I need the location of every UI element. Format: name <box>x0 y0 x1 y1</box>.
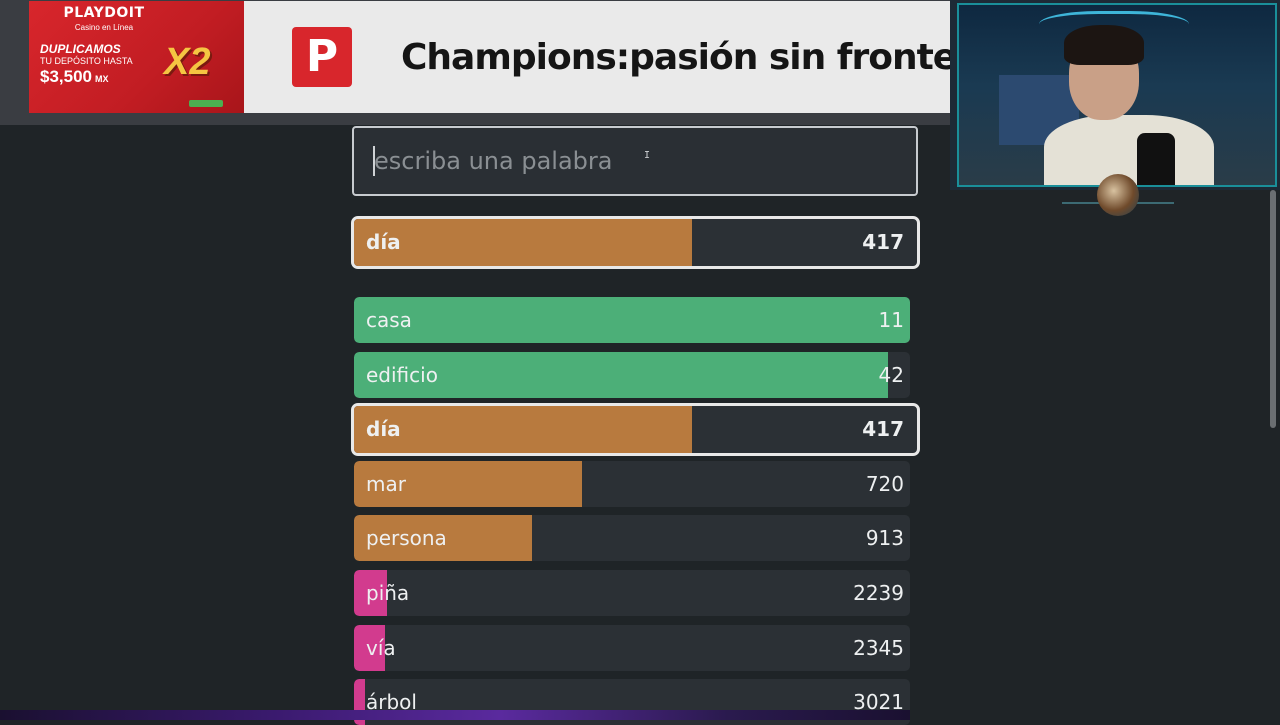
ad-banner-inner: PLAYDOIT Casino en Línea DUPLICAMOS TU D… <box>29 1 1018 113</box>
current-guess-proximity-bar <box>354 219 692 266</box>
ad-promo-line: TU DEPÓSITO HASTA <box>40 56 133 66</box>
ad-promo: DUPLICAMOS <box>40 42 121 56</box>
guess-proximity-bar <box>354 570 388 616</box>
guess-word: casa <box>366 308 412 332</box>
guess-rank: 720 <box>865 471 904 496</box>
guess-word: día <box>366 417 401 442</box>
guess-row: persona 913 <box>354 515 910 562</box>
text-caret <box>373 146 375 176</box>
guess-rank: 11 <box>878 308 904 332</box>
scrollbar-thumb[interactable] <box>1270 190 1276 428</box>
ad-image[interactable]: PLAYDOIT Casino en Línea DUPLICAMOS TU D… <box>29 1 244 113</box>
current-guess-row: día 417 <box>351 216 920 269</box>
guess-proximity-bar <box>354 351 888 398</box>
current-guess-word: día <box>366 230 401 254</box>
guess-rank: 2239 <box>853 581 904 605</box>
guess-row: piña 2239 <box>354 570 910 616</box>
guess-rank: 417 <box>862 417 904 442</box>
guess-proximity-bar <box>354 460 582 507</box>
guess-word: piña <box>366 581 410 605</box>
webcam-feed <box>957 3 1277 187</box>
guess-proximity-bar <box>354 297 910 343</box>
guess-proximity-bar <box>354 679 366 725</box>
eagle-logo-icon <box>1097 174 1139 216</box>
guess-rank: 2345 <box>853 635 904 660</box>
ad-title[interactable]: Champions:pasión sin fronteras <box>401 37 1018 78</box>
guess-word: vía <box>366 635 396 660</box>
ad-brand: PLAYDOIT <box>63 5 145 21</box>
ad-amount: $3,500 MX <box>40 67 109 87</box>
guess-row-current: día 417 <box>351 403 920 457</box>
guess-row: mar 720 <box>354 460 910 507</box>
ad-multiplier: X2 <box>164 41 211 83</box>
guess-word: edificio <box>366 362 438 387</box>
ad-brand-sub: Casino en Línea <box>74 23 134 32</box>
guess-row: vía 2345 <box>354 624 910 671</box>
neon-sign <box>1039 11 1189 44</box>
guess-word: persona <box>366 526 447 551</box>
ad-amount-value: $3,500 <box>40 67 92 86</box>
text-cursor-icon: I <box>644 150 651 161</box>
guess-proximity-bar <box>354 406 692 454</box>
ad-currency: MX <box>95 74 109 84</box>
ad-banner: PLAYDOIT Casino en Línea DUPLICAMOS TU D… <box>0 0 1018 125</box>
microphone <box>1137 133 1175 185</box>
guess-rank: 42 <box>878 362 904 387</box>
guess-proximity-bar <box>354 515 532 562</box>
guess-row: casa 11 <box>354 297 910 343</box>
guess-row: edificio 42 <box>354 351 910 398</box>
guess-proximity-bar <box>354 624 385 671</box>
ad-badge <box>189 100 223 107</box>
current-guess-rank: 417 <box>862 230 904 254</box>
word-search-box[interactable] <box>352 126 918 196</box>
bottom-overlay-strip <box>0 710 910 720</box>
streamer-hair <box>1064 25 1144 65</box>
guess-rank: 913 <box>865 526 904 551</box>
streamer-body <box>1044 115 1214 185</box>
word-input[interactable] <box>354 128 916 194</box>
webcam-overlay <box>950 0 1280 190</box>
guess-word: mar <box>366 471 406 496</box>
ad-logo[interactable]: P <box>292 27 352 87</box>
